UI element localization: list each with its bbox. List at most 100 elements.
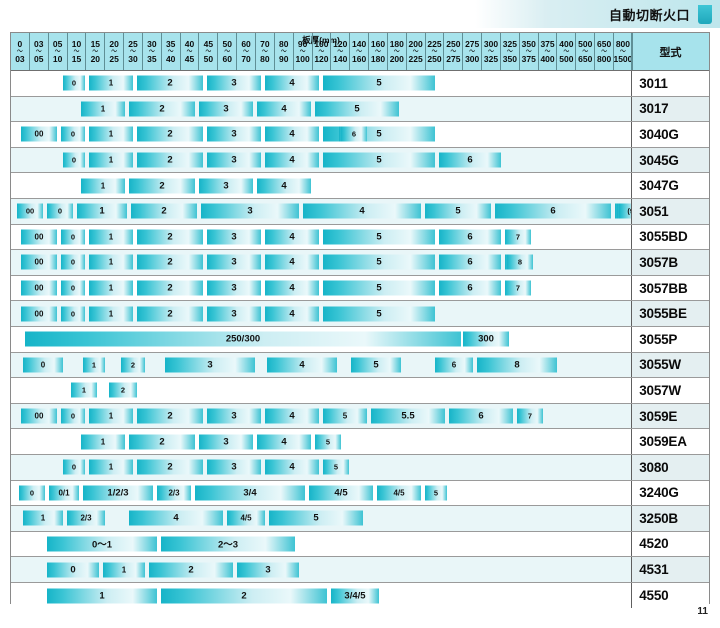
range-bar-segment: 0 (63, 459, 85, 475)
range-bar-segment: 3 (207, 280, 261, 296)
table-row: 000123456783057B (11, 250, 709, 276)
model-type-cell: 4531 (631, 557, 709, 582)
range-bar-segment: 3/4/5 (331, 588, 379, 604)
thickness-from: 500 (578, 39, 593, 49)
model-type-cell: 4520 (631, 531, 709, 557)
thickness-from: 300 (483, 39, 499, 49)
thickness-from: 180 (389, 39, 404, 49)
range-bar-segment: 1 (89, 306, 133, 322)
page-title-bar: 自動切断火口 (0, 0, 720, 28)
range-bar-segment: 2 (121, 357, 145, 373)
model-type-cell: 3057W (631, 378, 709, 403)
thickness-to: 140 (333, 53, 348, 64)
table-row: 0 1 2 3 4 5 3080 (11, 454, 709, 481)
range-separator: 〜 (544, 47, 551, 56)
range-bar-segment: 1 (89, 229, 133, 245)
range-separator: 〜 (318, 47, 325, 56)
range-separator: 〜 (35, 47, 42, 56)
range-bar-segment: 5 (425, 485, 447, 501)
thickness-column-header: 05 〜 10 (49, 33, 68, 70)
range-bar-segment: 1 (89, 75, 133, 91)
thickness-to: 300 (465, 53, 480, 64)
range-separator: 〜 (129, 47, 136, 56)
thickness-column-header: 0 〜 03 (11, 33, 30, 70)
thickness-range-track: 1 2 3/4/5 (11, 582, 632, 609)
range-bar-segment: 5.5 (371, 408, 445, 424)
range-bar-segment: 1 (103, 562, 145, 578)
thickness-to: 400 (540, 53, 555, 64)
thickness-column-header: 15 〜 20 (86, 33, 106, 70)
thickness-from: 45 (203, 39, 214, 49)
thickness-to: 80 (260, 53, 270, 64)
range-bar-segment: 5 (323, 152, 435, 168)
thickness-to: 45 (184, 53, 195, 64)
thickness-from: 60 (241, 39, 251, 49)
thickness-column-header: 275 〜 300 (463, 33, 483, 70)
range-separator: 〜 (186, 47, 193, 56)
range-bar-segment: 4 (265, 152, 319, 168)
thickness-to: 325 (483, 53, 499, 64)
range-bar-segment: 2 (131, 203, 197, 219)
range-bar-segment: 3 (237, 562, 299, 578)
thickness-to: 10 (52, 53, 63, 64)
table-row: 0 1 2 3 4531 (11, 557, 709, 583)
range-separator: 〜 (431, 47, 438, 56)
range-bar-segment: 1 (89, 408, 133, 424)
range-separator: 〜 (299, 47, 306, 56)
range-bar-segment: 3 (165, 357, 255, 373)
thickness-from: 20 (109, 39, 119, 49)
range-bar-segment: 2 (137, 254, 203, 270)
thickness-range-track: 00012345678 (11, 250, 632, 275)
thickness-from: 90 (297, 39, 308, 49)
thickness-to: 20 (90, 53, 101, 64)
thickness-to: 50 (203, 53, 214, 64)
range-bar-segment: 4 (265, 408, 319, 424)
range-separator: 〜 (148, 47, 155, 56)
tab-marker-icon (698, 4, 712, 24)
thickness-column-header: 60 〜 70 (237, 33, 256, 70)
model-type-cell: 3055W (631, 352, 709, 378)
thickness-from: 40 (184, 39, 195, 49)
range-separator: 〜 (506, 47, 513, 56)
range-bar-segment: 4 (267, 357, 337, 373)
thickness-column-header: 160 〜 180 (369, 33, 388, 70)
thickness-from: 03 (34, 39, 44, 49)
range-bar-segment: 00 (21, 229, 57, 245)
thickness-to: 1500 (613, 53, 633, 64)
range-bar-segment: 00 (21, 254, 57, 270)
thickness-column-header: 400 〜 500 (557, 33, 577, 70)
range-bar-segment: 0 (61, 280, 85, 296)
model-type-cell: 3080 (631, 454, 709, 480)
range-bar-segment: 4 (257, 434, 311, 450)
thickness-column-header: 200 〜 225 (407, 33, 426, 70)
thickness-from: 80 (279, 39, 289, 49)
model-type-cell: 3017 (631, 96, 709, 122)
thickness-from: 200 (408, 39, 423, 49)
thickness-from: 350 (521, 39, 536, 49)
range-bar-segment: 6 (439, 229, 501, 245)
thickness-column-header: 140 〜 160 (350, 33, 370, 70)
range-separator: 〜 (356, 47, 363, 56)
range-bar-segment: 3 (201, 203, 299, 219)
range-bar-segment: 5 (323, 459, 349, 475)
range-bar-segment: 6 (449, 408, 513, 424)
range-bar-segment: 3 (207, 152, 261, 168)
range-separator: 〜 (205, 47, 212, 56)
range-bar-segment: 4 (257, 178, 311, 194)
model-type-cell: 3240G (631, 480, 709, 506)
thickness-range-track: 0〜1 2〜3 (11, 531, 632, 557)
range-separator: 〜 (450, 47, 457, 56)
thickness-from: 70 (260, 39, 270, 49)
table-row: 0 1 2 3 4 5 3011 (11, 71, 709, 97)
range-separator: 〜 (601, 47, 608, 56)
thickness-range-track: 1 2/3 4 4/5 5 (11, 506, 632, 531)
thickness-column-header: 800 〜 1500 (613, 33, 633, 70)
table-row: 250/300 300 3055P (11, 326, 709, 353)
thickness-from: 10 (71, 39, 82, 49)
thickness-from: 800 (615, 39, 631, 49)
range-bar-segment: 4 (265, 280, 319, 296)
